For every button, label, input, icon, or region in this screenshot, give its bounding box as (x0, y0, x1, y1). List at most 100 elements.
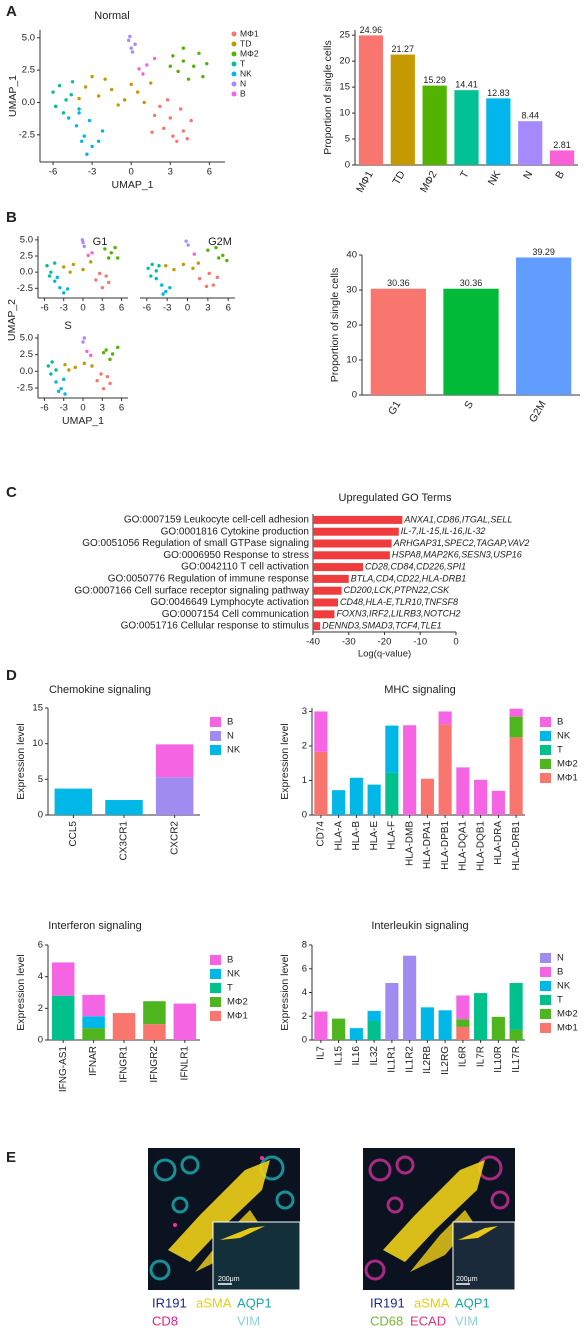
point (62, 377, 66, 382)
x-tick-label: 0 (185, 303, 190, 314)
x-tick-label: CX3CR1 (119, 821, 130, 861)
point (191, 266, 195, 270)
y-tick-label: 0 (302, 810, 307, 821)
category-label: GO:0051056 Regulation of small GTPase si… (82, 538, 309, 549)
panel-label: E (6, 1149, 16, 1166)
y-tick-label: 6 (302, 963, 307, 974)
point (45, 264, 49, 268)
point (62, 291, 66, 295)
y-tick-label: 15 (32, 703, 43, 714)
point (201, 74, 205, 79)
bar (486, 98, 511, 165)
point (53, 261, 57, 265)
point (82, 134, 86, 138)
chart-title: Interferon signaling (48, 920, 142, 932)
point (69, 93, 73, 97)
legend-label: T (227, 983, 233, 994)
bar-segment (456, 1026, 470, 1040)
annotation: DENND3,SMAD3,TCF4,TLE1 (322, 620, 442, 630)
panel-label: B (6, 209, 17, 226)
bar-segment (143, 1024, 166, 1040)
point (96, 139, 101, 143)
point (142, 100, 146, 105)
y-tick-label: 6 (38, 940, 43, 951)
bar-segment (491, 790, 505, 815)
point (128, 34, 132, 39)
annotation: IL-7,IL-15,IL-16,IL-32 (401, 526, 486, 536)
bar-segment (332, 1018, 346, 1040)
y-tick-label: -2.5 (17, 283, 33, 294)
x-tick-label: IFNG-AS1 (58, 1046, 69, 1093)
marker-label: VIM (237, 1313, 260, 1328)
bar-segment (82, 1028, 105, 1040)
point (68, 270, 72, 274)
marker-label: IR191 (370, 1295, 405, 1310)
bar-segment (385, 772, 399, 815)
point (57, 83, 62, 88)
x-tick-label: TD (390, 169, 408, 187)
marker-label: aSMA (196, 1295, 232, 1310)
legend-swatch (540, 1023, 551, 1033)
value-label: 24.96 (360, 25, 383, 35)
y-axis-label: Proportion of single cells (322, 40, 334, 154)
point (63, 362, 67, 367)
y-tick-label: 2 (38, 1003, 43, 1014)
annotation: ARHGAP31,SPEC2,TAGAP,VAV2 (393, 538, 530, 548)
bar-segment (349, 777, 363, 815)
x-tick-label: IL2RB (422, 1046, 433, 1074)
point (158, 104, 162, 109)
point (149, 274, 153, 278)
point (122, 98, 127, 102)
bar-segment (314, 711, 328, 752)
bar (390, 54, 415, 165)
x-tick-label: IL32 (369, 1046, 380, 1066)
y-tick-label: 0.0 (20, 267, 33, 278)
y-tick-label: 0 (352, 390, 357, 401)
marker-label: aSMA (414, 1295, 450, 1310)
bar-segment (456, 995, 470, 1020)
x-tick-label: IL7R (475, 1046, 486, 1067)
value-label: 15.29 (423, 75, 446, 85)
legend-label: NK (227, 969, 241, 980)
bar-segment (54, 788, 93, 815)
point (116, 103, 120, 107)
legend-swatch (540, 731, 551, 741)
bar-segment (314, 1011, 328, 1040)
x-tick-label: HLA-E (369, 821, 380, 851)
x-tick-label: N (521, 169, 535, 182)
point (101, 350, 106, 355)
chart-title: S (64, 320, 71, 332)
x-tick-label: CCL5 (68, 821, 79, 847)
point (161, 292, 165, 296)
category-label: GO:0007159 Leukocyte cell-cell adhesion (124, 515, 309, 526)
y-tick-label: 10 (346, 355, 357, 366)
point (107, 280, 111, 285)
point (95, 378, 99, 383)
legend-swatch (210, 745, 221, 755)
point (214, 245, 218, 250)
point (141, 72, 145, 76)
point (133, 42, 137, 46)
point (129, 46, 133, 50)
x-tick-label: HLA-B (351, 821, 362, 851)
point (99, 372, 103, 376)
bar-segment (349, 1028, 363, 1040)
legend-label: MΦ1 (227, 1011, 248, 1022)
bar (549, 150, 575, 165)
category-label: GO:0050776 Regulation of immune response (108, 574, 310, 585)
marker-label: IR191 (152, 1295, 187, 1310)
annotation: FOXN3,IRF2,LILRB3,NOTCH2 (336, 609, 460, 619)
bar (443, 288, 499, 395)
point (90, 364, 94, 368)
chart-title: Interleukin signaling (371, 920, 468, 932)
chart-title: Normal (94, 10, 129, 22)
point (90, 74, 94, 79)
x-tick-label: CXCR2 (169, 821, 180, 855)
legend-label: B (227, 717, 233, 728)
point (96, 94, 101, 98)
point (47, 274, 52, 278)
legend-swatch (540, 995, 551, 1005)
point (171, 54, 175, 58)
bar (454, 90, 479, 165)
x-tick-label: -40 (306, 637, 320, 648)
